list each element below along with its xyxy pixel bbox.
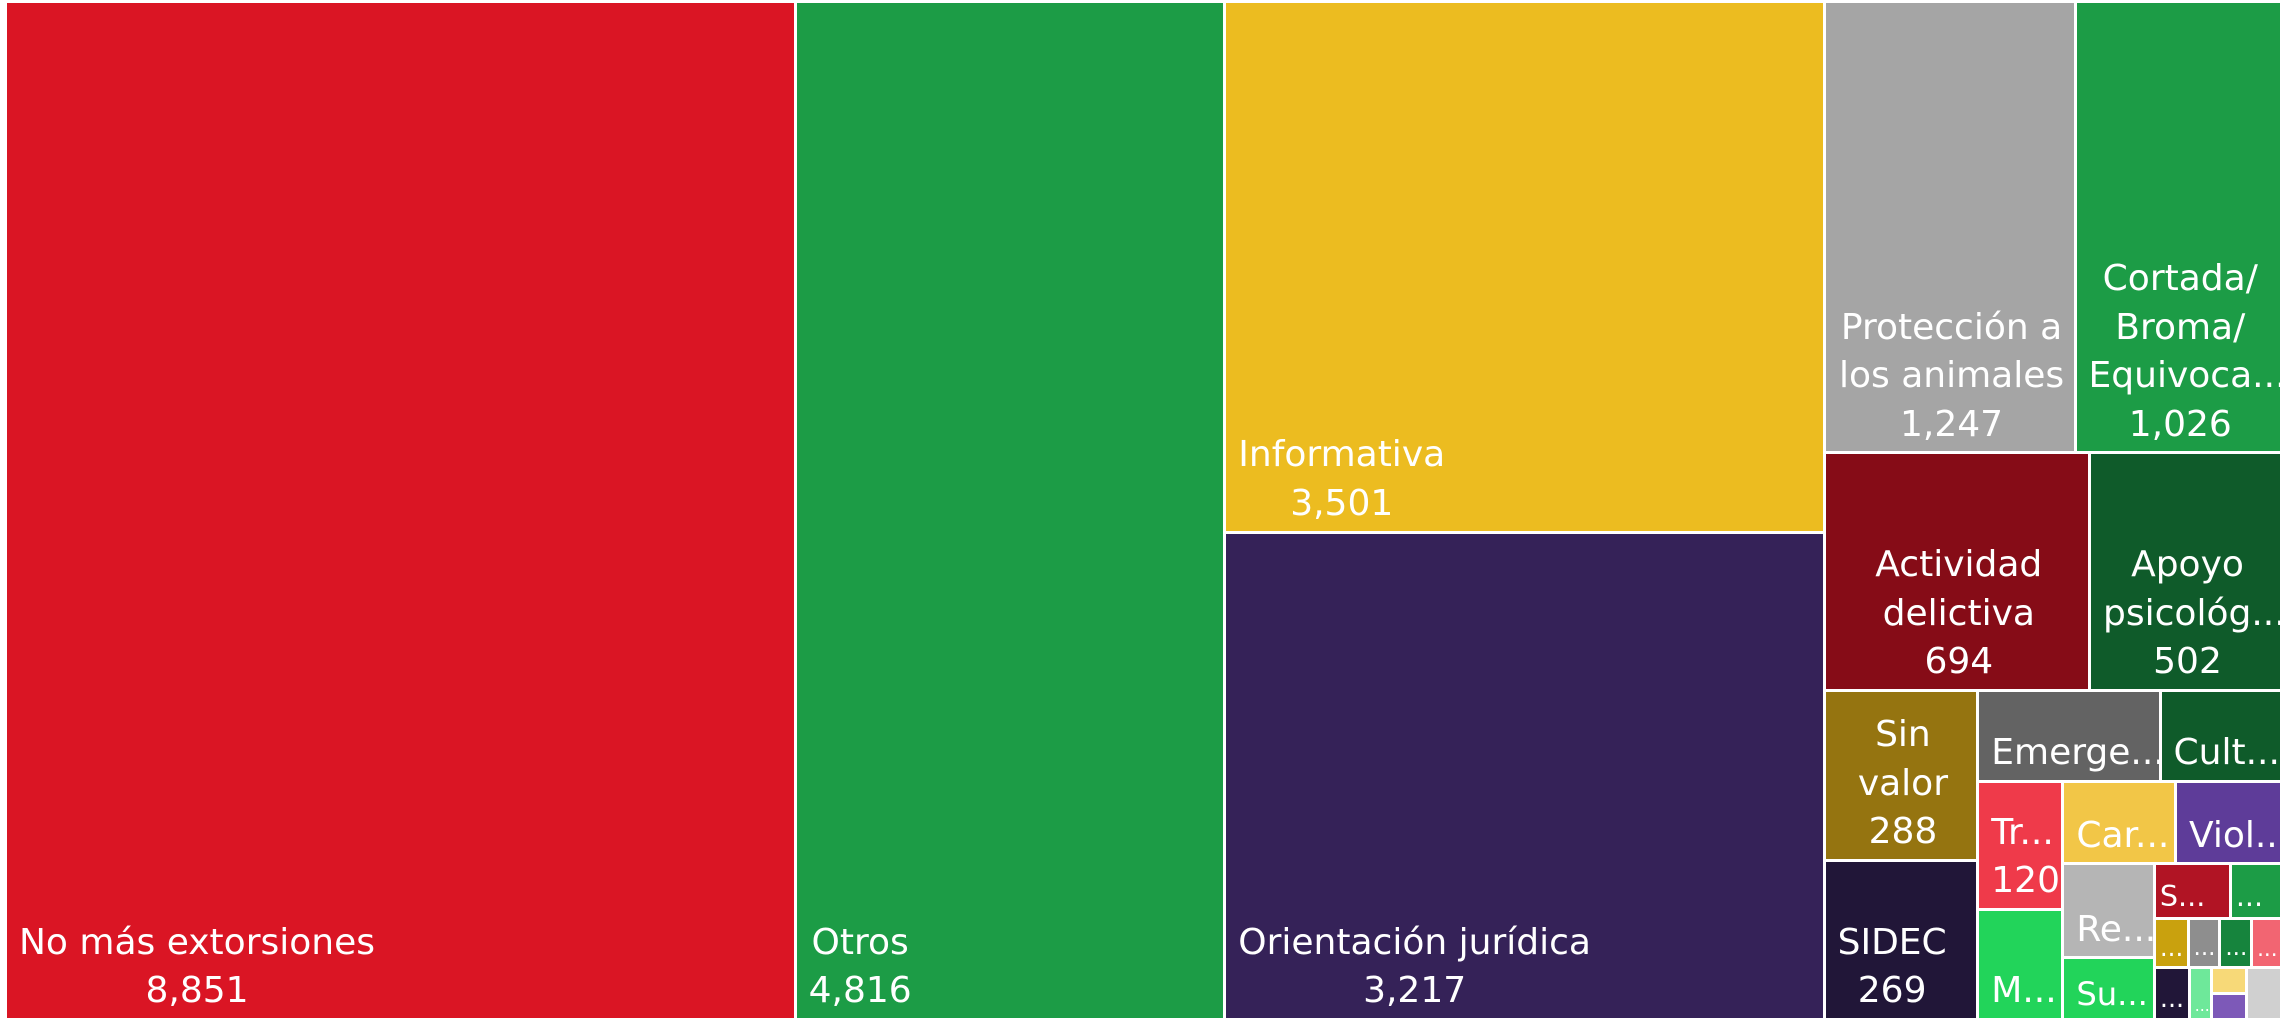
tile: Informativa 3,501 (1226, 3, 1823, 531)
tile-label: Emerge... (1991, 732, 2159, 774)
tile: Protección a los animales 1,247 (1825, 3, 2074, 452)
tile-label-group: ... (2156, 931, 2185, 966)
tile-label-group: Sin valor 288 (1826, 711, 1977, 859)
tile: M... (1979, 911, 2062, 1018)
tile-value: 1,247 (1900, 403, 2004, 445)
tile: Sin valor 288 (1825, 691, 1977, 859)
tile-label-group: Cortada/ Broma/ Equivoca... 1,026 (2077, 255, 2280, 451)
tile-label: SIDEC (1837, 921, 1947, 963)
tile-label-group: ... (2190, 933, 2218, 966)
tile-label-group: S... (2156, 877, 2207, 918)
tile-label: No más extorsiones (19, 921, 375, 963)
tile-label: Otros (811, 921, 909, 963)
tile-label: Car... (2076, 814, 2170, 856)
tile-label: Apoyo psicológ... (2103, 544, 2280, 634)
tile: Actividad delictiva 694 (1825, 454, 2088, 689)
tile-label: Re... (2076, 908, 2153, 950)
tile: Emerge... (1979, 691, 2159, 780)
tile-value: 3,217 (1363, 970, 1467, 1012)
tile-label-group: Re... (2064, 906, 2153, 957)
tile (2248, 968, 2280, 1018)
tile-label-group: ... (2156, 982, 2186, 1018)
tile-label-group: ... (2191, 995, 2211, 1018)
tile-label: Orientación jurídica (1238, 921, 1591, 963)
tile-label: Actividad delictiva (1875, 544, 2043, 634)
tile-label: ... (2194, 995, 2210, 1015)
tile-value: 288 (1868, 811, 1938, 853)
tile-label-group: Su... (2064, 973, 2153, 1018)
tile-label: Tr... (1991, 811, 2054, 853)
tile (2213, 968, 2246, 992)
tile-value: 3,501 (1290, 482, 1394, 524)
tile-label-group: Emerge... (1979, 729, 2158, 780)
tile-label: Su... (2076, 974, 2148, 1013)
tile-value: 120 (1991, 860, 2060, 902)
tile-label: ... (2159, 983, 2185, 1014)
tile: S... (2155, 865, 2229, 918)
tile-label: ... (2225, 934, 2248, 961)
tile: Apoyo psicológ... 502 (2091, 454, 2280, 689)
tile-label: Cortada/ Broma/ Equivoca... (2088, 257, 2280, 397)
tile: Car... (2064, 782, 2174, 863)
tile-value: 502 (2153, 641, 2222, 683)
tile-label-group: Orientación jurídica 3,217 (1226, 919, 1599, 1018)
tile: No más extorsiones 8,851 (7, 3, 794, 1018)
tile-label-group: No más extorsiones 8,851 (7, 919, 383, 1018)
tile: ... (2155, 968, 2188, 1018)
tile: ... (2253, 920, 2280, 966)
tile: Viol... (2176, 782, 2280, 863)
tile-label-group: Car... (2064, 812, 2174, 863)
tile: Re... (2064, 865, 2153, 957)
tile: ... (2190, 968, 2211, 1018)
tile-label: Informativa (1238, 434, 1446, 476)
tile-label: Protección a los animales (1838, 306, 2065, 397)
tile (2213, 994, 2246, 1018)
tile-label-group: Tr... 120 (1979, 809, 2061, 908)
tile-label-group: Viol... (2177, 812, 2280, 863)
tile-label-group: Informativa 3,501 (1226, 431, 1453, 530)
tile: ... (2221, 920, 2251, 966)
tile-label: Sin valor (1857, 714, 1949, 804)
tile-label-group: M... (1979, 967, 2061, 1018)
tile-label-group: Cult... (2162, 729, 2280, 780)
tile: ... (2231, 865, 2280, 918)
tile: Otros 4,816 (796, 3, 1224, 1018)
tile-label-group: ... (2253, 935, 2280, 966)
tile-label: Viol... (2188, 814, 2280, 856)
tile-value: 8,851 (145, 970, 249, 1012)
tile: ... (2189, 920, 2219, 966)
tile: Orientación jurídica 3,217 (1226, 533, 1823, 1018)
tile-value: 694 (1924, 641, 1994, 683)
tile: Tr... 120 (1979, 782, 2062, 909)
tile-label: Cult... (2173, 732, 2280, 774)
tile-label-group: Otros 4,816 (797, 919, 920, 1018)
tile-label-group: Protección a los animales 1,247 (1826, 304, 2074, 452)
tile-label-group: Actividad delictiva 694 (1826, 541, 2088, 689)
tile-label: ... (2235, 878, 2264, 913)
tile: Cortada/ Broma/ Equivoca... 1,026 (2076, 3, 2280, 452)
tile-label: ... (2193, 934, 2216, 961)
tile-label-group: Apoyo psicológ... 502 (2091, 541, 2280, 689)
tile-value: 1,026 (2128, 403, 2232, 445)
tile: Cult... (2161, 691, 2280, 780)
tile-value: 4,816 (808, 970, 912, 1012)
tile-label-group: SIDEC 269 (1826, 919, 1955, 1018)
tile-label: S... (2159, 878, 2206, 913)
tile: Su... (2064, 959, 2153, 1018)
tile-label-group: ... (2232, 877, 2265, 918)
tile: ... (2155, 920, 2187, 966)
tile-value: 269 (1857, 970, 1927, 1012)
tile-label: ... (2257, 936, 2278, 962)
tile-label: M... (1991, 970, 2057, 1012)
tile: SIDEC 269 (1825, 862, 1977, 1018)
tile-label: ... (2159, 932, 2184, 962)
tile-label-group: ... (2221, 933, 2249, 966)
